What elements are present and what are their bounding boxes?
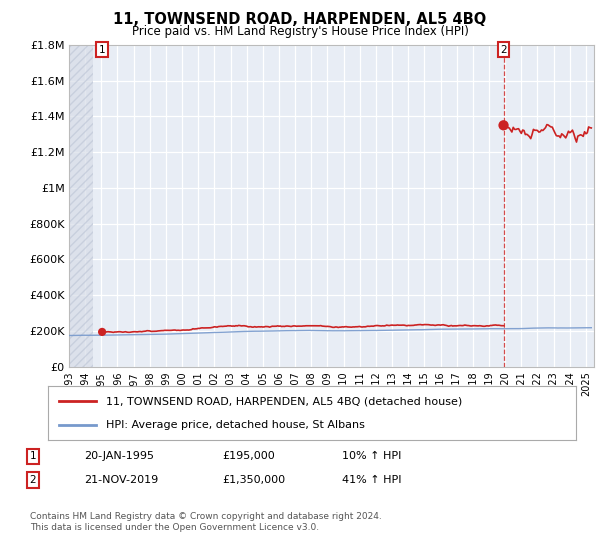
Text: 10% ↑ HPI: 10% ↑ HPI [342,451,401,461]
Text: 20-JAN-1995: 20-JAN-1995 [84,451,154,461]
Text: 41% ↑ HPI: 41% ↑ HPI [342,475,401,485]
Text: 1: 1 [99,45,106,55]
Text: 11, TOWNSEND ROAD, HARPENDEN, AL5 4BQ: 11, TOWNSEND ROAD, HARPENDEN, AL5 4BQ [113,12,487,27]
Text: £1,350,000: £1,350,000 [222,475,285,485]
Text: 2: 2 [29,475,37,485]
Text: £195,000: £195,000 [222,451,275,461]
Text: 21-NOV-2019: 21-NOV-2019 [84,475,158,485]
Point [499,121,508,130]
Text: 1: 1 [29,451,37,461]
Bar [69,45,93,367]
Text: HPI: Average price, detached house, St Albans: HPI: Average price, detached house, St A… [106,419,365,430]
Text: 11, TOWNSEND ROAD, HARPENDEN, AL5 4BQ (detached house): 11, TOWNSEND ROAD, HARPENDEN, AL5 4BQ (d… [106,396,463,407]
Text: Price paid vs. HM Land Registry's House Price Index (HPI): Price paid vs. HM Land Registry's House … [131,25,469,38]
Point [97,328,107,337]
Text: Contains HM Land Registry data © Crown copyright and database right 2024.
This d: Contains HM Land Registry data © Crown c… [30,512,382,532]
Text: 2: 2 [500,45,507,55]
